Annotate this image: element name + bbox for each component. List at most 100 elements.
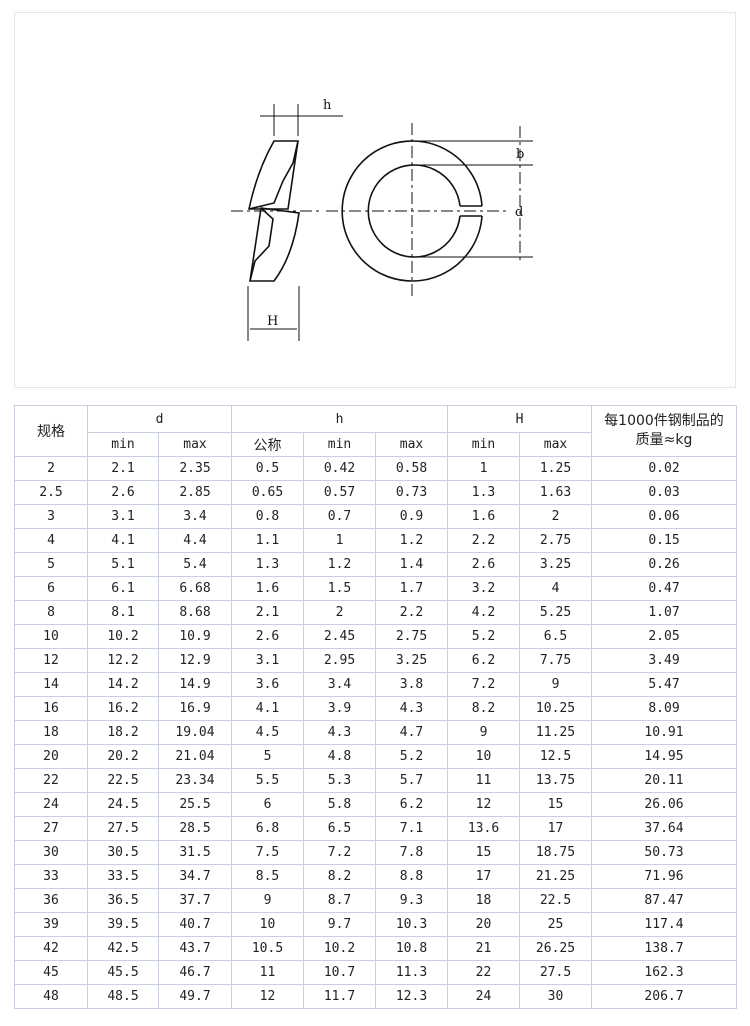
table-row: 4 4.1 4.4 1.1 1 1.2 2.2 2.75 0.15 [14, 528, 737, 553]
table-cell: 0.26 [591, 552, 737, 577]
table-cell: 16.9 [158, 696, 232, 721]
table-cell: 18 [447, 888, 520, 913]
table-row: 45 45.5 46.7 11 10.7 11.3 22 27.5 162.3 [14, 960, 737, 985]
table-cell: 33 [14, 864, 88, 889]
table-cell: 34.7 [158, 864, 232, 889]
table-cell: 18.2 [87, 720, 159, 745]
table-cell: 2 [519, 504, 592, 529]
header-mass-line1: 每1000件钢制品的 [604, 413, 724, 429]
table-cell: 40.7 [158, 912, 232, 937]
table-cell: 21.04 [158, 744, 232, 769]
subheader: min [447, 432, 520, 457]
table-cell: 2.85 [158, 480, 232, 505]
table-cell: 4.8 [303, 744, 376, 769]
table-cell: 3.25 [375, 648, 448, 673]
header-d: d [87, 405, 232, 433]
table-cell: 49.7 [158, 984, 232, 1009]
table-row: 48 48.5 49.7 12 11.7 12.3 24 30 206.7 [14, 984, 737, 1009]
table-cell: 24 [447, 984, 520, 1009]
table-row: 36 36.5 37.7 9 8.7 9.3 18 22.5 87.47 [14, 888, 737, 913]
table-cell: 30 [14, 840, 88, 865]
label-d: d [515, 205, 523, 220]
table-cell: 206.7 [591, 984, 737, 1009]
table-cell: 0.57 [303, 480, 376, 505]
table-cell: 7.2 [303, 840, 376, 865]
table-cell: 117.4 [591, 912, 737, 937]
table-cell: 24.5 [87, 792, 159, 817]
table-row: 20 20.2 21.04 5 4.8 5.2 10 12.5 14.95 [14, 744, 737, 769]
header-mass: 每1000件钢制品的 质量≈kg [591, 405, 737, 457]
table-row: 24 24.5 25.5 6 5.8 6.2 12 15 26.06 [14, 792, 737, 817]
table-cell: 6.2 [447, 648, 520, 673]
table-cell: 7.2 [447, 672, 520, 697]
table-cell: 0.02 [591, 456, 737, 481]
table-cell: 23.34 [158, 768, 232, 793]
table-cell: 2.5 [14, 480, 88, 505]
table-cell: 2.45 [303, 624, 376, 649]
table-cell: 16.2 [87, 696, 159, 721]
table-cell: 87.47 [591, 888, 737, 913]
table-cell: 14 [14, 672, 88, 697]
table-cell: 5.25 [519, 600, 592, 625]
table-cell: 21 [447, 936, 520, 961]
table-cell: 3.4 [158, 504, 232, 529]
table-cell: 2.6 [447, 552, 520, 577]
table-cell: 3.1 [87, 504, 159, 529]
table-cell: 0.03 [591, 480, 737, 505]
table-cell: 8.09 [591, 696, 737, 721]
table-cell: 19.04 [158, 720, 232, 745]
table-cell: 14.2 [87, 672, 159, 697]
table-cell: 3.2 [447, 576, 520, 601]
table-cell: 1.3 [447, 480, 520, 505]
table-cell: 2 [303, 600, 376, 625]
subheader: min [303, 432, 376, 457]
table-cell: 1 [447, 456, 520, 481]
table-cell: 43.7 [158, 936, 232, 961]
table-cell: 15 [447, 840, 520, 865]
table-cell: 4.4 [158, 528, 232, 553]
table-cell: 39 [14, 912, 88, 937]
table-cell: 1.5 [303, 576, 376, 601]
subheader: max [519, 432, 592, 457]
table-cell: 1.2 [375, 528, 448, 553]
table-cell: 17 [519, 816, 592, 841]
table-cell: 15 [519, 792, 592, 817]
table-cell: 6.2 [375, 792, 448, 817]
table-cell: 0.06 [591, 504, 737, 529]
header-mass-line2: 质量≈kg [635, 432, 693, 448]
table-cell: 8.8 [375, 864, 448, 889]
table-cell: 17 [447, 864, 520, 889]
table-row: 2.5 2.6 2.85 0.65 0.57 0.73 1.3 1.63 0.03 [14, 480, 737, 505]
table-cell: 1.63 [519, 480, 592, 505]
table-cell: 2.2 [447, 528, 520, 553]
table-cell: 21.25 [519, 864, 592, 889]
table-cell: 2.75 [519, 528, 592, 553]
table-cell: 2.6 [87, 480, 159, 505]
table-cell: 12.2 [87, 648, 159, 673]
table-cell: 5.3 [303, 768, 376, 793]
table-cell: 2.35 [158, 456, 232, 481]
table-cell: 4.3 [303, 720, 376, 745]
spring-washer-drawing: h H b d [14, 12, 736, 388]
table-cell: 2 [14, 456, 88, 481]
table-cell: 1.7 [375, 576, 448, 601]
table-row: 39 39.5 40.7 10 9.7 10.3 20 25 117.4 [14, 912, 737, 937]
table-cell: 37.7 [158, 888, 232, 913]
ring-view [341, 140, 483, 282]
label-h: h [323, 98, 332, 113]
table-cell: 0.15 [591, 528, 737, 553]
table-cell: 5.47 [591, 672, 737, 697]
table-cell: 5.8 [303, 792, 376, 817]
table-cell: 1.6 [231, 576, 304, 601]
table-cell: 5.7 [375, 768, 448, 793]
table-cell: 13.75 [519, 768, 592, 793]
table-cell: 1.4 [375, 552, 448, 577]
table-row: 5 5.1 5.4 1.3 1.2 1.4 2.6 3.25 0.26 [14, 552, 737, 577]
table-cell: 22.5 [519, 888, 592, 913]
table-cell: 42 [14, 936, 88, 961]
table-cell: 2.75 [375, 624, 448, 649]
table-cell: 6.5 [303, 816, 376, 841]
table-row: 22 22.5 23.34 5.5 5.3 5.7 11 13.75 20.11 [14, 768, 737, 793]
table-cell: 16 [14, 696, 88, 721]
table-cell: 31.5 [158, 840, 232, 865]
